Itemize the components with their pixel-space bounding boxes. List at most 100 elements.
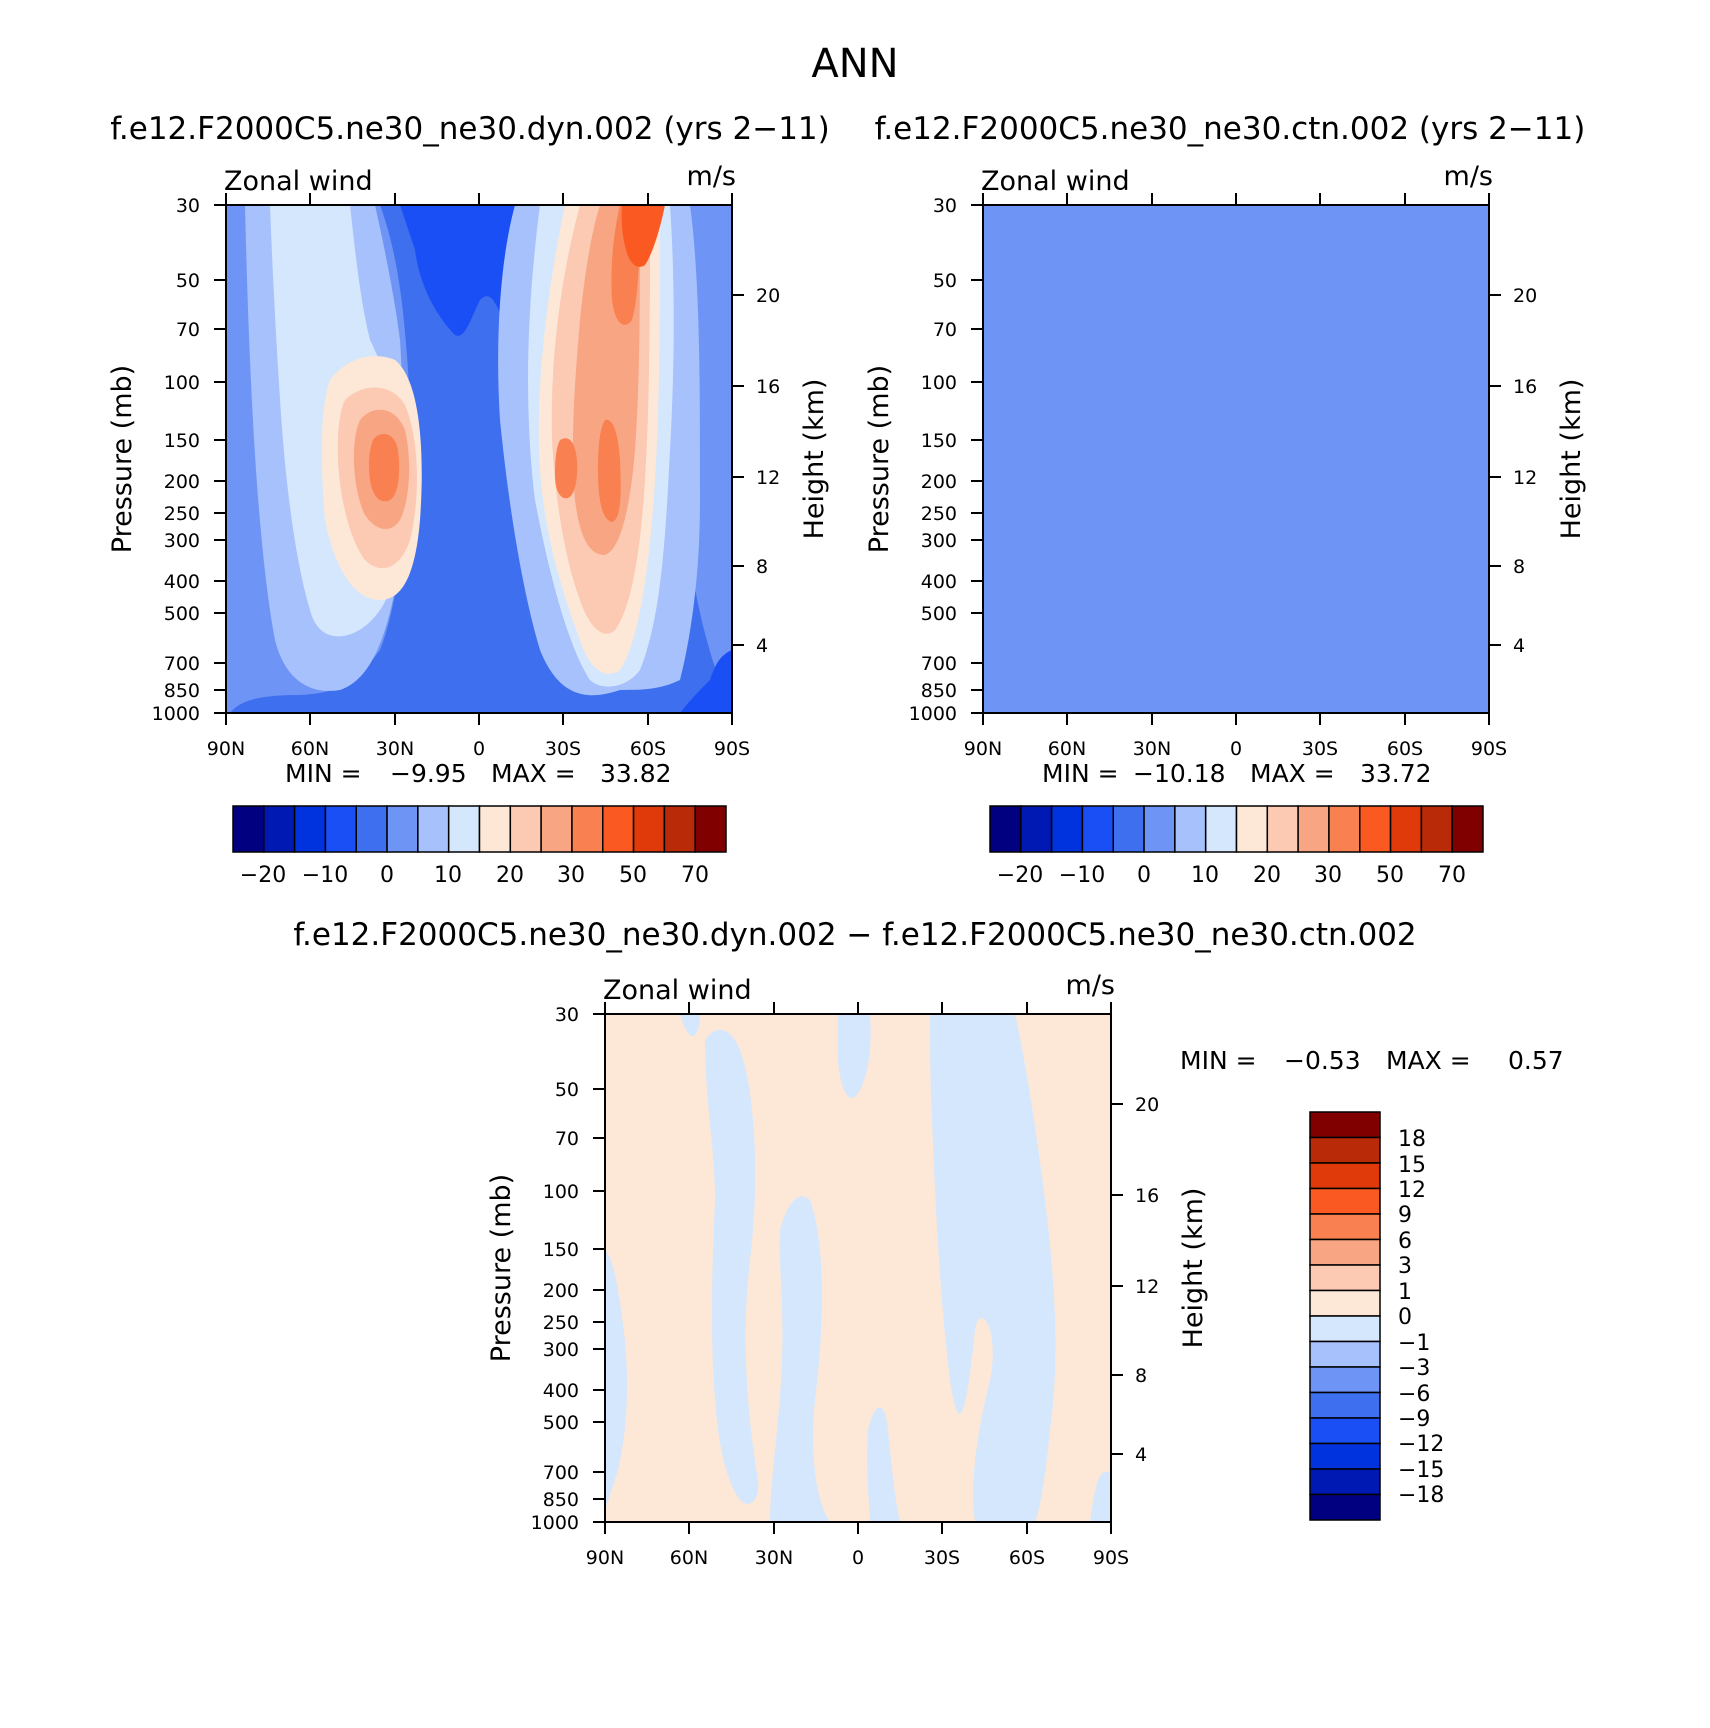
panel-3-y2-axis-label: Height (km) bbox=[1178, 1188, 1209, 1349]
panel-1-contours bbox=[230, 205, 732, 713]
panel-2-stats: MIN = −10.18 MAX = 33.72 bbox=[1042, 759, 1432, 788]
contour-neg-c bbox=[705, 1029, 759, 1504]
colorbar-swatch bbox=[417, 805, 450, 853]
y-tick-label: 250 bbox=[164, 503, 200, 525]
contour-neg-b bbox=[680, 1014, 700, 1037]
y-tick-label: 300 bbox=[921, 530, 957, 552]
y2-tick-label: 4 bbox=[1135, 1444, 1147, 1466]
panel-2-variable-label: Zonal wind bbox=[981, 166, 1130, 197]
x-tick-label: 0 bbox=[852, 1547, 864, 1569]
x-tick-label: 30N bbox=[755, 1547, 793, 1569]
colorbar-swatch bbox=[1309, 1442, 1381, 1470]
min-label: MIN = bbox=[1042, 759, 1119, 788]
min-value: −0.53 bbox=[1284, 1046, 1361, 1075]
y-tick-label: 150 bbox=[921, 430, 957, 452]
colorbar-swatch bbox=[1235, 805, 1269, 853]
panel-2-colorbar bbox=[989, 805, 1484, 853]
y-tick-label: 30 bbox=[555, 1004, 579, 1026]
colorbar-swatch bbox=[1309, 1264, 1381, 1292]
x-tick-label: 60S bbox=[1387, 738, 1423, 760]
panel-3-y2-tick-labels: 4 8 12 16 20 bbox=[1135, 1094, 1159, 1466]
colorbar-swatch bbox=[632, 805, 666, 853]
max-value: 0.57 bbox=[1508, 1046, 1564, 1075]
y-tick-label: 850 bbox=[164, 680, 200, 702]
panel-1-y-axis-label: Pressure (mb) bbox=[107, 365, 138, 553]
colorbar-label: −9 bbox=[1398, 1407, 1430, 1432]
y-tick-label: 400 bbox=[543, 1380, 579, 1402]
colorbar-swatch bbox=[1309, 1493, 1381, 1521]
y-tick-label: 850 bbox=[543, 1489, 579, 1511]
colorbar-swatch bbox=[1174, 805, 1207, 853]
colorbar-swatch bbox=[355, 805, 388, 853]
colorbar-swatch bbox=[1328, 805, 1361, 853]
contour-neg-e bbox=[838, 1014, 871, 1099]
colorbar-swatch bbox=[1081, 805, 1114, 853]
panel-3-contours bbox=[605, 1014, 1111, 1522]
panel-2-y2-tick-labels: 4 8 12 16 20 bbox=[1513, 285, 1537, 657]
x-tick-label: 60N bbox=[670, 1547, 708, 1569]
y2-tick-label: 20 bbox=[756, 285, 780, 307]
x-tick-label: 60S bbox=[1009, 1547, 1045, 1569]
y-tick-label: 100 bbox=[543, 1181, 579, 1203]
x-tick-label: 30S bbox=[1302, 738, 1338, 760]
y-tick-label: 50 bbox=[555, 1079, 579, 1101]
panel-1-units-label: m/s bbox=[687, 161, 736, 192]
colorbar-swatch bbox=[1420, 805, 1453, 853]
colorbar-label: −20 bbox=[240, 863, 286, 888]
colorbar-swatch bbox=[1309, 1136, 1381, 1164]
y-tick-label: 400 bbox=[164, 571, 200, 593]
y-tick-label: 200 bbox=[164, 471, 200, 493]
colorbar-swatch bbox=[602, 805, 635, 853]
colorbar-swatch bbox=[1309, 1238, 1381, 1266]
colorbar-swatch bbox=[1309, 1391, 1381, 1419]
panel-1: 90N 60N 30N 0 30S 60S 90S 30 50 70 100 1… bbox=[107, 161, 830, 888]
colorbar-swatch bbox=[478, 805, 512, 853]
x-tick-label: 0 bbox=[1230, 738, 1242, 760]
y-tick-label: 50 bbox=[933, 270, 957, 292]
panel-2-colorbar-labels: −20 −10 0 10 20 30 50 70 bbox=[997, 863, 1466, 888]
y2-tick-label: 12 bbox=[756, 467, 780, 489]
colorbar-label: 30 bbox=[557, 863, 585, 888]
panel-1-y2-axis-label: Height (km) bbox=[799, 379, 830, 540]
contour-30 bbox=[369, 205, 640, 522]
panel-3-colorbar bbox=[1309, 1111, 1381, 1521]
figure-title: ANN bbox=[811, 41, 898, 87]
colorbar-label: 50 bbox=[1376, 863, 1404, 888]
colorbar-label: 3 bbox=[1398, 1254, 1412, 1279]
panel-2-y-axis-label: Pressure (mb) bbox=[864, 365, 895, 553]
y-tick-label: 300 bbox=[164, 530, 200, 552]
colorbar-swatch bbox=[509, 805, 542, 853]
max-label: MAX = bbox=[1250, 759, 1335, 788]
x-tick-label: 90S bbox=[1093, 1547, 1129, 1569]
y-tick-label: 250 bbox=[543, 1312, 579, 1334]
colorbar-swatch bbox=[540, 805, 573, 853]
y2-tick-label: 20 bbox=[1513, 285, 1537, 307]
y-tick-label: 200 bbox=[543, 1280, 579, 1302]
y-tick-label: 500 bbox=[921, 603, 957, 625]
colorbar-swatch bbox=[663, 805, 696, 853]
y-tick-label: 700 bbox=[164, 653, 200, 675]
contour-20 bbox=[337, 205, 650, 634]
y-tick-label: 850 bbox=[921, 680, 957, 702]
y2-tick-label: 16 bbox=[756, 376, 780, 398]
colorbar-swatch bbox=[1389, 805, 1423, 853]
colorbar-swatch bbox=[1309, 1213, 1381, 1241]
y-tick-label: 300 bbox=[543, 1339, 579, 1361]
contour-35 bbox=[621, 205, 665, 267]
colorbar-swatch bbox=[1112, 805, 1145, 853]
colorbar-swatch bbox=[1050, 805, 1084, 853]
y-tick-label: 100 bbox=[164, 372, 200, 394]
y-tick-label: 200 bbox=[921, 471, 957, 493]
y2-tick-label: 12 bbox=[1513, 467, 1537, 489]
colorbar-swatch bbox=[1309, 1417, 1381, 1445]
colorbar-label: −15 bbox=[1398, 1458, 1444, 1483]
colorbar-label: 15 bbox=[1398, 1153, 1426, 1178]
y-tick-label: 1000 bbox=[152, 703, 200, 725]
x-tick-label: 30S bbox=[545, 738, 581, 760]
colorbar-swatch bbox=[1451, 805, 1484, 853]
contour-neg-g bbox=[930, 1014, 1056, 1522]
x-tick-label: 90N bbox=[964, 738, 1002, 760]
x-tick-label: 90S bbox=[1471, 738, 1507, 760]
colorbar-swatch bbox=[694, 805, 727, 853]
x-tick-label: 60S bbox=[630, 738, 666, 760]
